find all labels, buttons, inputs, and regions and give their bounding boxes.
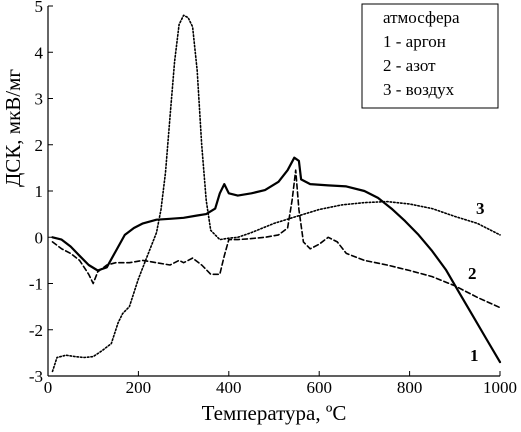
y-tick-label: 1 [35,182,44,201]
series-layer [51,14,502,373]
series-line-1 [51,156,502,364]
x-tick-label: 600 [306,378,332,397]
axis-ticks: 0 200 400 600 800 1000 -3 -2 -1 0 1 2 3 4 5 [29,0,517,397]
y-tick-label: -1 [29,275,43,294]
y-tick-label: -2 [29,321,43,340]
series-label-3: 3 [476,199,485,218]
y-axis-title: ДСК, мкВ/мг [1,69,25,187]
series-label-2: 2 [468,264,477,283]
series-line-2 [51,169,501,309]
y-tick-label: 3 [35,90,44,109]
legend-entry-2: 2 - азот [383,56,436,75]
series-line-3 [51,14,501,373]
legend: атмосфера 1 - аргон 2 - азот 3 - воздух [361,3,499,109]
series-label-1: 1 [470,346,479,365]
legend-entry-1: 1 - аргон [383,32,446,51]
y-tick-label: 2 [35,136,44,155]
y-tick-label: 4 [35,43,44,62]
x-axis-title: Температура, ºС [202,401,347,425]
legend-entry-3: 3 - воздух [383,80,455,99]
x-tick-label: 400 [216,378,242,397]
y-tick-label: 5 [35,0,44,16]
x-tick-label: 200 [126,378,152,397]
legend-box [361,3,499,109]
x-tick-label: 1000 [483,378,517,397]
x-tick-label: 0 [44,378,53,397]
x-tick-label: 800 [397,378,423,397]
y-tick-label: 0 [35,228,44,247]
y-tick-label: -3 [29,367,43,386]
legend-title: атмосфера [383,8,460,27]
